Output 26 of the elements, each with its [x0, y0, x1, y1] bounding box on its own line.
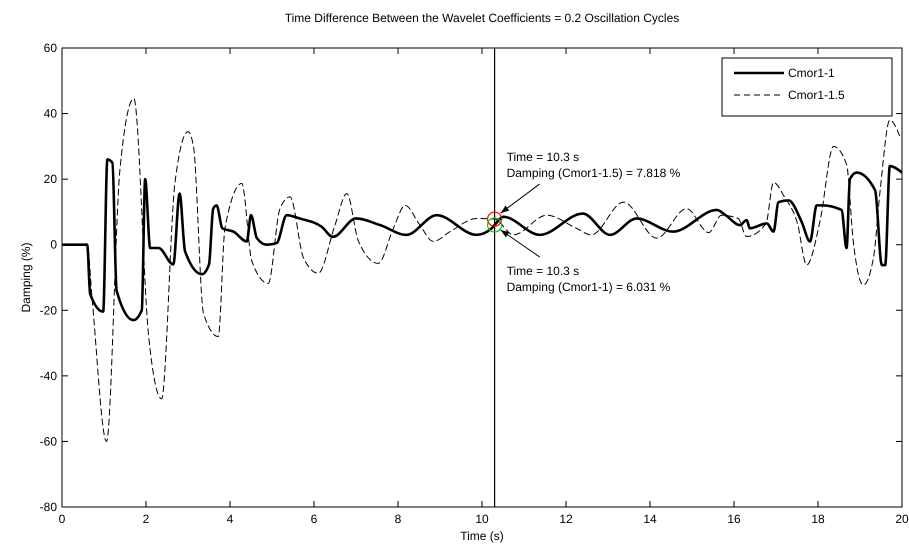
x-tick-label: 10	[475, 512, 489, 526]
legend-label: Cmor1-1	[788, 66, 835, 80]
chart-title: Time Difference Between the Wavelet Coefficients = 0.2 Oscillation Cycles	[284, 11, 680, 25]
x-tick-label: 0	[58, 512, 66, 526]
y-tick-label: 40	[44, 106, 58, 121]
x-tick-label: 18	[811, 512, 825, 526]
y-tick-label: -20	[40, 303, 58, 318]
legend-label: Cmor1-1.5	[788, 88, 846, 102]
x-tick-label: 16	[727, 512, 741, 526]
y-tick-label: 20	[44, 172, 58, 186]
y-axis-title: Damping (%)	[19, 242, 33, 313]
annotation: Time = 10.3 s Damping (Cmor1-1.5) = 7.818 %	[506, 150, 681, 180]
y-tick-label: -40	[40, 368, 58, 383]
x-tick-label: 12	[559, 512, 573, 526]
x-tick-label: 8	[394, 512, 402, 526]
y-tick-label: 0	[50, 238, 58, 252]
annotation: Time = 10.3 s Damping (Cmor1-1) = 6.031 %	[506, 264, 671, 294]
x-tick-label: 6	[310, 512, 318, 526]
x-tick-label: 2	[142, 512, 150, 526]
x-axis-title: Time (s)	[460, 529, 504, 543]
y-tick-label: -60	[40, 434, 58, 448]
x-tick-label: 14	[643, 512, 657, 526]
y-tick-label: 60	[44, 41, 58, 55]
x-tick-label: 4	[226, 512, 234, 526]
x-tick-label: 20	[895, 512, 909, 526]
y-tick-label: -80	[40, 500, 58, 514]
